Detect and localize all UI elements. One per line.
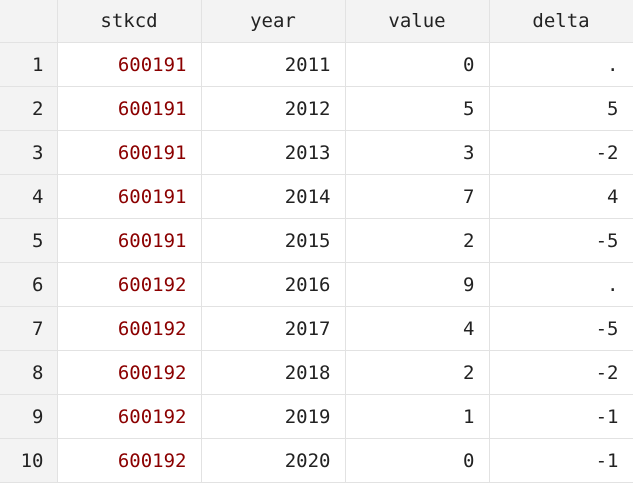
table-row: 7 600192 2017 4 -5 [0,306,633,351]
cell-stkcd[interactable]: 600191 [56,42,202,87]
row-number[interactable]: 2 [0,86,58,131]
row-number[interactable]: 1 [0,42,58,87]
cell-delta[interactable]: . [488,42,633,87]
cell-delta[interactable]: -5 [488,306,633,351]
cell-year[interactable]: 2018 [200,350,346,395]
row-number[interactable]: 5 [0,218,58,263]
cell-year[interactable]: 2012 [200,86,346,131]
cell-stkcd[interactable]: 600192 [56,350,202,395]
cell-delta[interactable]: -2 [488,350,633,395]
cell-year[interactable]: 2013 [200,130,346,175]
cell-stkcd[interactable]: 600192 [56,394,202,439]
cell-delta[interactable]: . [488,262,633,307]
cell-stkcd[interactable]: 600191 [56,130,202,175]
cell-year[interactable]: 2014 [200,174,346,219]
cell-value[interactable]: 4 [344,306,490,351]
table-row: 2 600191 2012 5 5 [0,86,633,131]
table-row: 6 600192 2016 9. [0,262,633,307]
header-row: stkcd year value delta [0,0,633,43]
row-number[interactable]: 7 [0,306,58,351]
table-row: 8 600192 2018 2 -2 [0,350,633,395]
cell-year[interactable]: 2016 [200,262,346,307]
cell-stkcd[interactable]: 600192 [56,306,202,351]
cell-value[interactable]: 0 [344,42,490,87]
cell-year[interactable]: 2019 [200,394,346,439]
table-row: 9 600192 2019 1 -1 [0,394,633,439]
cell-delta[interactable]: -1 [488,394,633,439]
row-number[interactable]: 8 [0,350,58,395]
column-header-stkcd[interactable]: stkcd [56,0,202,43]
table-row: 5 600191 2015 2 -5 [0,218,633,263]
cell-delta[interactable]: -5 [488,218,633,263]
cell-stkcd[interactable]: 600191 [56,218,202,263]
cell-year[interactable]: 2020 [200,438,346,483]
table-row: 10 600192 2020 0 -1 [0,438,633,483]
cell-stkcd[interactable]: 600192 [56,262,202,307]
cell-stkcd[interactable]: 600191 [56,174,202,219]
cell-stkcd[interactable]: 600192 [56,438,202,483]
cell-value[interactable]: 2 [344,218,490,263]
cell-delta[interactable]: 4 [488,174,633,219]
row-number[interactable]: 9 [0,394,58,439]
cell-value[interactable]: 7 [344,174,490,219]
row-number[interactable]: 4 [0,174,58,219]
cell-delta[interactable]: -1 [488,438,633,483]
cell-value[interactable]: 1 [344,394,490,439]
cell-stkcd[interactable]: 600191 [56,86,202,131]
cell-delta[interactable]: 5 [488,86,633,131]
cell-value[interactable]: 9 [344,262,490,307]
cell-value[interactable]: 3 [344,130,490,175]
row-number[interactable]: 3 [0,130,58,175]
cell-year[interactable]: 2017 [200,306,346,351]
table-row: 4 600191 2014 7 4 [0,174,633,219]
cell-value[interactable]: 5 [344,86,490,131]
table-row: 1 600191 2011 0. [0,42,633,87]
row-number-header[interactable] [0,0,58,43]
cell-delta[interactable]: -2 [488,130,633,175]
row-number[interactable]: 6 [0,262,58,307]
column-header-value[interactable]: value [344,0,490,43]
column-header-year[interactable]: year [200,0,346,43]
cell-value[interactable]: 2 [344,350,490,395]
cell-year[interactable]: 2015 [200,218,346,263]
table-row: 3 600191 2013 3 -2 [0,130,633,175]
row-number[interactable]: 10 [0,438,58,483]
cell-year[interactable]: 2011 [200,42,346,87]
column-header-delta[interactable]: delta [488,0,633,43]
cell-value[interactable]: 0 [344,438,490,483]
